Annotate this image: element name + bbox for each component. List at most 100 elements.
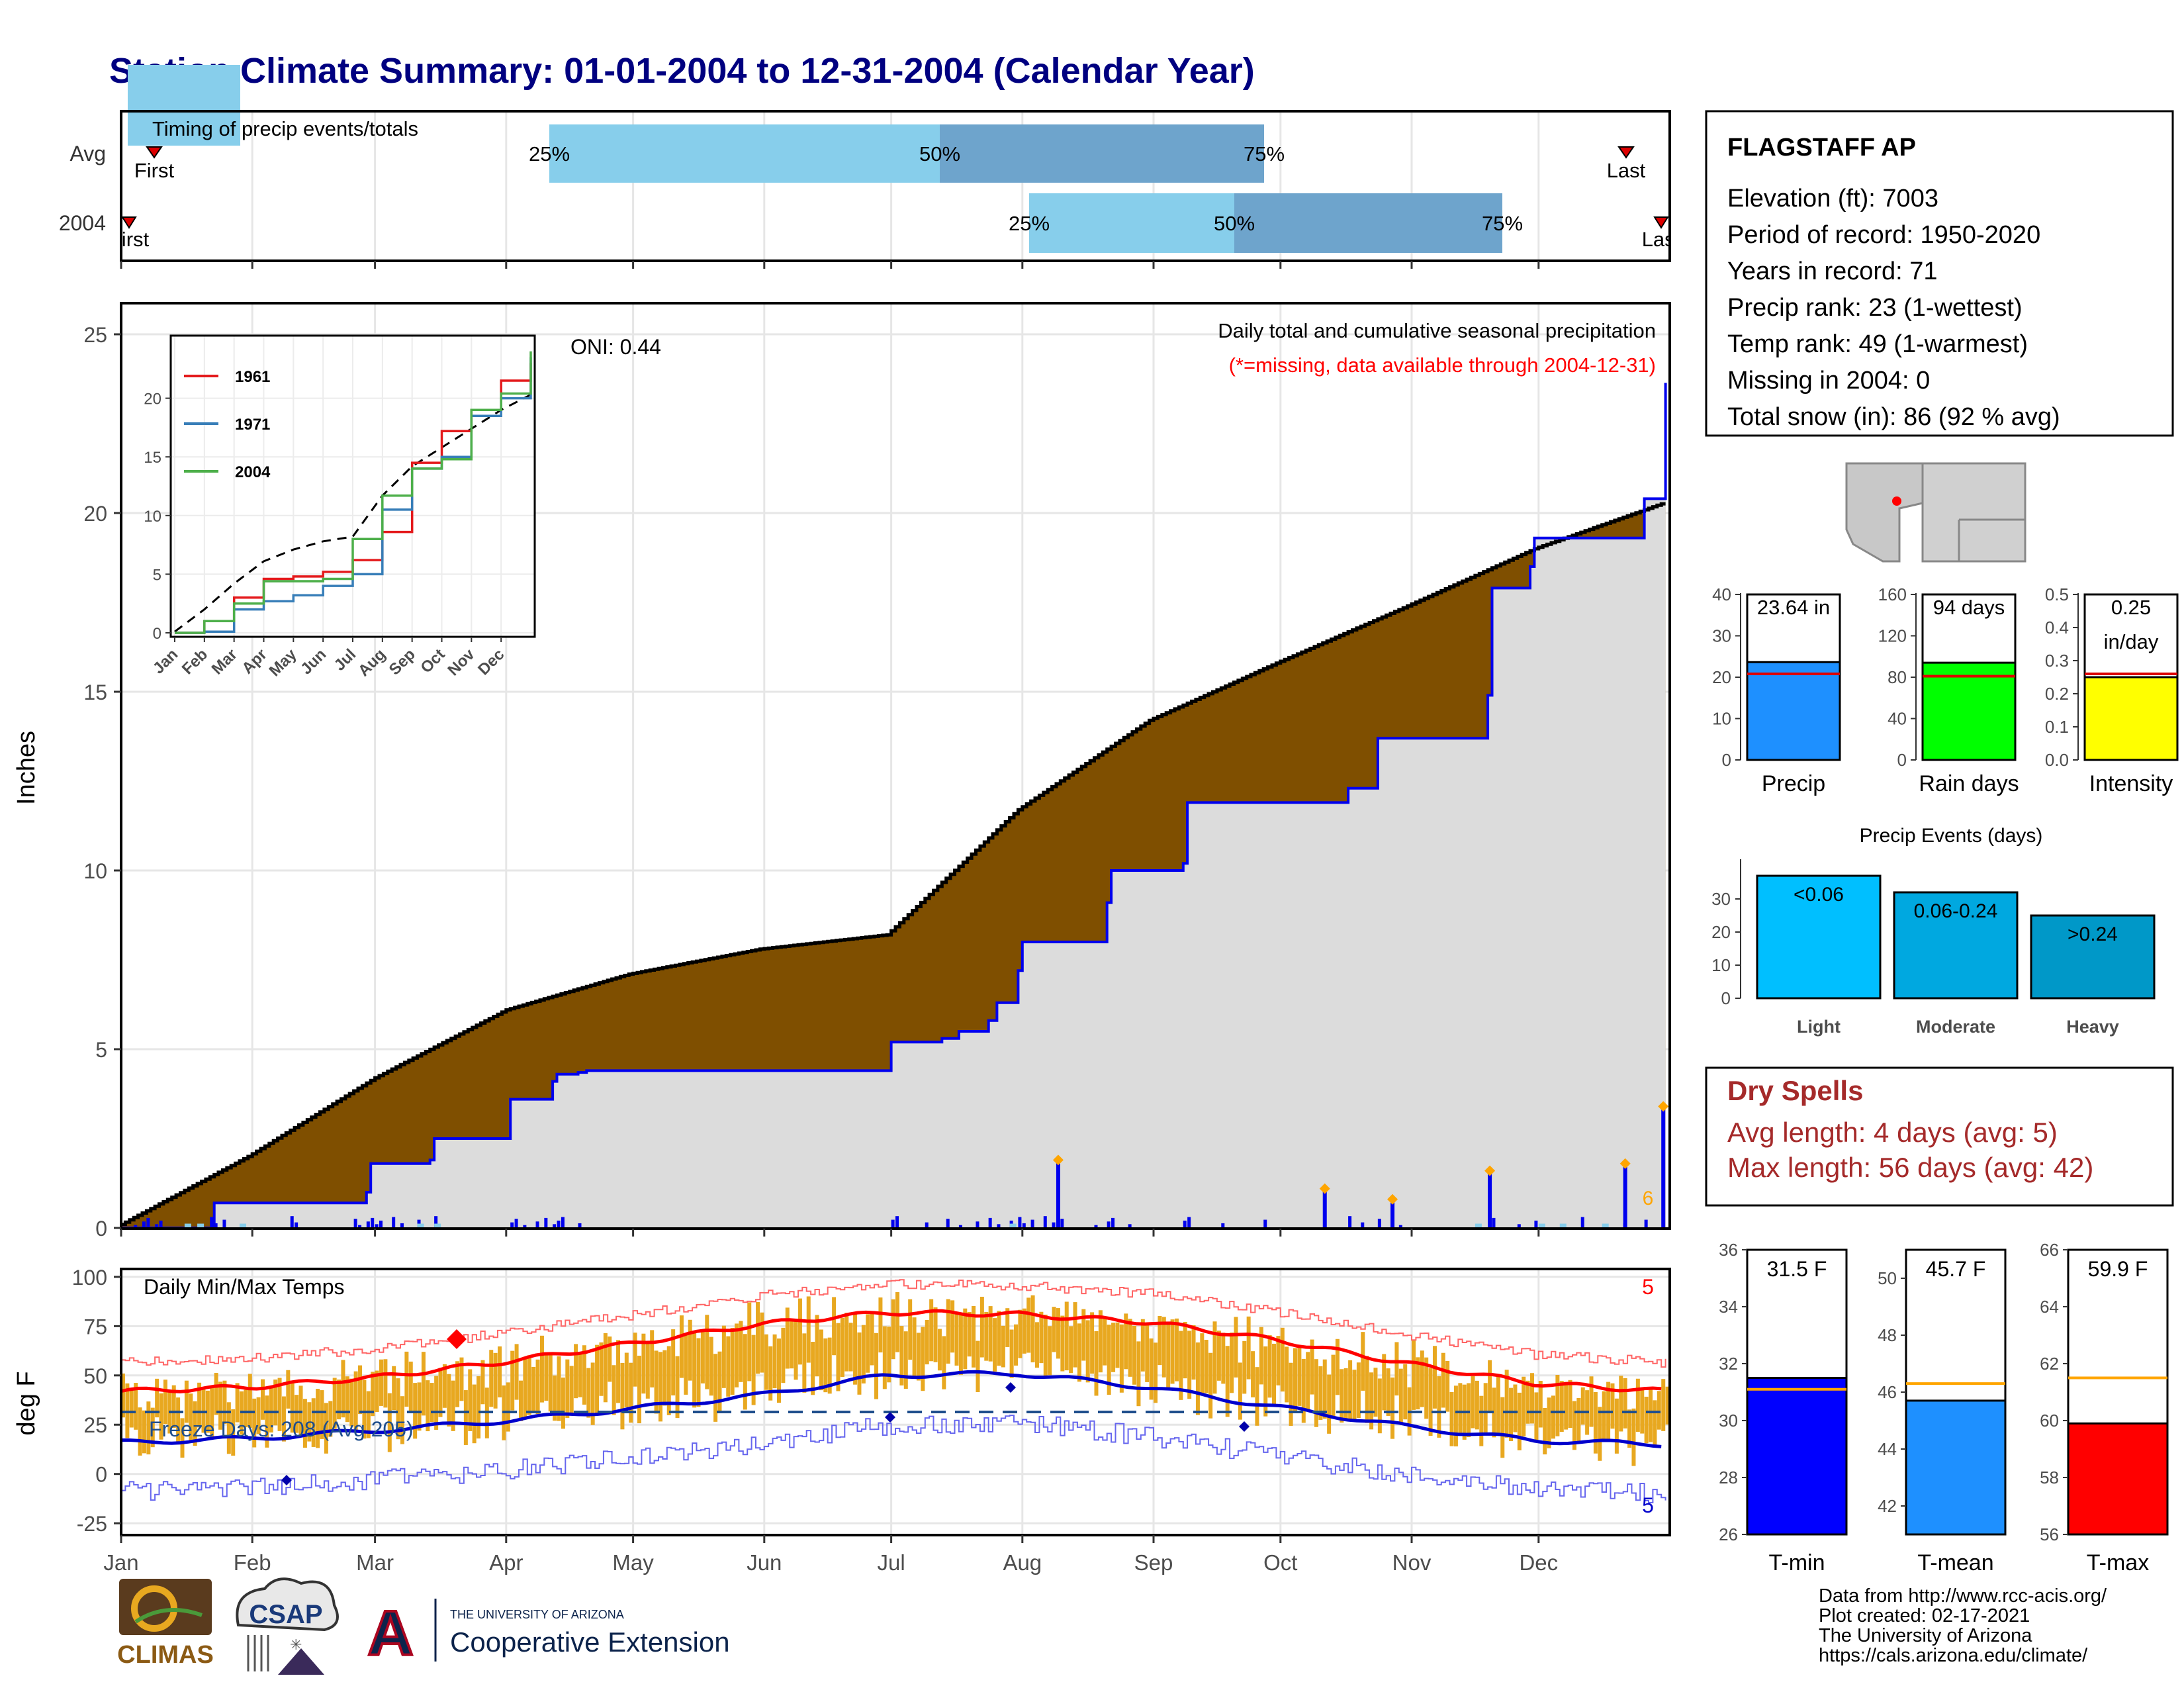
daily-snow-bar — [1475, 1223, 1482, 1228]
record-low-marker-aug — [1005, 1382, 1016, 1393]
station-line: Total snow (in): 86 (92 % avg) — [1727, 403, 2060, 431]
daily-precip-bar — [997, 1224, 1001, 1228]
daily-precip-bar — [1492, 1217, 1496, 1228]
daily-precip-bar — [1580, 1217, 1584, 1228]
daily-precip-bar — [366, 1221, 370, 1228]
daily-precip-bar — [434, 1216, 438, 1228]
daily-snow-bar — [1602, 1223, 1609, 1228]
inset-legend-label: 1971 — [235, 416, 270, 434]
precip-ylabel: Inches — [13, 731, 40, 805]
daily-precip-bar — [1348, 1216, 1352, 1228]
precip-subtitle: Daily total and cumulative seasonal prec… — [1218, 319, 1656, 342]
daily-snow-bar — [1009, 1223, 1017, 1228]
temp-y-tick: 28 — [1719, 1468, 1738, 1487]
temp-y-tick: 36 — [1719, 1240, 1738, 1260]
temp-bar — [1905, 1399, 2007, 1536]
daily-precip-bar — [1517, 1224, 1521, 1228]
climas-wordmark: CLIMAS — [117, 1641, 214, 1669]
daily-precip-bar — [510, 1222, 514, 1228]
daily-precip-bar — [1018, 1217, 1022, 1228]
month-tick: Nov — [1392, 1550, 1432, 1575]
inset-x-tick: Feb — [179, 645, 211, 678]
heavy-precip-marker — [1319, 1183, 1330, 1194]
daily-precip-bar — [1052, 1222, 1056, 1228]
daily-precip-bar — [146, 1217, 150, 1228]
temp-ylabel: deg F — [13, 1371, 40, 1435]
daily-precip-bar — [1322, 1188, 1327, 1228]
inset-y-tick: 0 — [153, 625, 161, 643]
daily-precip-bar — [375, 1224, 379, 1228]
daily-snow-bar — [1559, 1223, 1567, 1228]
daily-precip-bar — [891, 1219, 895, 1228]
month-tick: May — [612, 1550, 654, 1575]
heavy-precip-marker — [1387, 1194, 1398, 1205]
daily-temp-bars — [121, 1291, 1670, 1466]
inset-x-tick: Sep — [386, 645, 419, 679]
temp-y-tick: 75 — [83, 1315, 107, 1338]
summary-y-tick: 40 — [1888, 709, 1907, 729]
summary-y-tick: 40 — [1712, 585, 1731, 604]
events-category: Moderate — [1916, 1017, 1995, 1037]
daily-precip-bar — [295, 1222, 298, 1228]
temp-y-tick: 56 — [2040, 1524, 2059, 1544]
events-bar-label: <0.06 — [1794, 884, 1844, 906]
daily-precip-bar — [353, 1219, 357, 1228]
y2004-last-marker — [1653, 216, 1669, 229]
temp-y-tick: -25 — [77, 1512, 107, 1536]
inset-x-tick: Jul — [331, 645, 360, 675]
daily-precip-bar — [159, 1220, 163, 1228]
inset-x-tick: Oct — [417, 645, 448, 677]
events-bar-label: 0.06-0.24 — [1914, 900, 1998, 922]
record-high-marker — [447, 1329, 467, 1349]
inset-y-tick: 10 — [144, 508, 161, 526]
events-bar — [1893, 891, 2019, 1000]
cumulative-2004-line — [121, 383, 1667, 1229]
daily-precip-bar — [155, 1224, 159, 1228]
freeze-days-label: Freeze Days: 208 (Avg 205) — [149, 1417, 414, 1441]
timing-panel: Timing of precip events/totals Avg 2004 … — [59, 65, 1671, 262]
summary-bar-label: 0.25 — [2111, 596, 2151, 619]
daily-precip-bar — [1022, 1223, 1026, 1228]
daily-precip-bar — [1107, 1221, 1111, 1228]
temp-y-tick: 44 — [1878, 1439, 1897, 1459]
temp-y-tick: 62 — [2040, 1354, 2059, 1374]
dry-spells-box: Dry Spells Avg length: 4 days (avg: 5) M… — [1705, 1066, 2174, 1207]
temp-y-tick: 66 — [2040, 1240, 2059, 1260]
daily-precip-bar — [1183, 1220, 1187, 1228]
inset-series-2004 — [175, 351, 532, 634]
month-tick: Jan — [103, 1550, 138, 1575]
events-y-tick: 20 — [1711, 922, 1731, 942]
footer-line: Plot created: 02-17-2021 — [1819, 1605, 2030, 1626]
summary-y-tick: 30 — [1712, 626, 1731, 646]
daily-snow-bar — [197, 1223, 205, 1228]
daily-precip-bar — [514, 1219, 518, 1228]
daily-precip-bars — [134, 1101, 1669, 1228]
month-tick: Apr — [489, 1550, 523, 1575]
y2004-quartile-bar-light — [1029, 193, 1234, 253]
daily-precip-bar — [142, 1221, 146, 1228]
temp-y-tick: 30 — [1719, 1411, 1738, 1430]
summary-bar — [2083, 676, 2179, 761]
daily-precip-bar — [1534, 1220, 1538, 1228]
ua-name: THE UNIVERSITY OF ARIZONA — [450, 1608, 624, 1621]
csap-snowflake-icon: ✳ — [290, 1636, 302, 1653]
events-y-tick: 30 — [1711, 889, 1731, 909]
temp-y-tick: 100 — [72, 1266, 107, 1289]
y2004-p25-label: 25% — [1009, 212, 1050, 235]
logo-climas: CLIMAS — [117, 1579, 214, 1669]
temp-y-tick: 50 — [83, 1364, 107, 1388]
summary-y-tick: 20 — [1712, 667, 1731, 687]
daily-precip-bar — [1187, 1217, 1191, 1228]
daily-precip-bar — [290, 1216, 294, 1228]
daily-precip-bar — [976, 1221, 979, 1228]
station-line: Period of record: 1950-2020 — [1727, 221, 2040, 249]
station-name: FLAGSTAFF AP — [1727, 134, 1916, 162]
daily-precip-bar — [578, 1223, 582, 1228]
daily-precip-bar — [1128, 1224, 1132, 1228]
month-tick: Jul — [878, 1550, 905, 1575]
y2004-p50-label: 50% — [1214, 212, 1255, 235]
annual-temp-bars: 26 28 30 32 34 36 31.5 F T-min 42 44 46 48 50 45.7 F T… — [1719, 1240, 2169, 1575]
summary-y-tick: 0.1 — [2045, 717, 2069, 737]
precip-y-tick: 25 — [83, 323, 107, 347]
